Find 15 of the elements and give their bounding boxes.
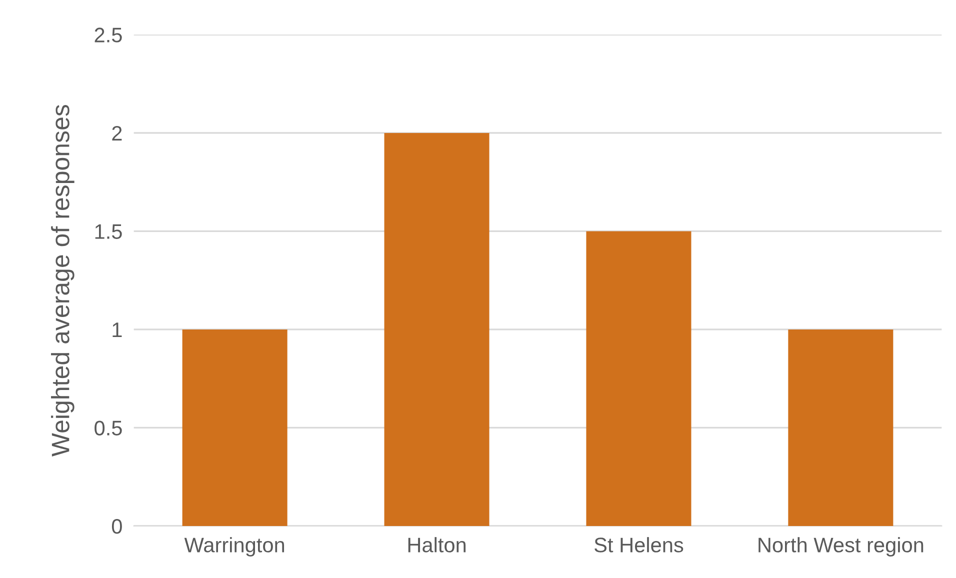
y-tick-label: 0.5 xyxy=(94,420,122,436)
y-tick-label: 0 xyxy=(112,518,122,534)
y-tick-label: 1 xyxy=(112,322,122,338)
bar xyxy=(788,329,894,526)
y-tick-label: 1.5 xyxy=(95,224,122,239)
x-tick-label: North West region xyxy=(758,537,924,557)
bar xyxy=(384,132,490,526)
y-tick-label: 2.5 xyxy=(94,28,122,42)
y-axis-title: Weighted average of responses xyxy=(51,104,74,456)
bar xyxy=(586,231,692,526)
x-tick-label: St Helens xyxy=(594,537,684,552)
x-tick-label: Halton xyxy=(408,537,466,552)
bar xyxy=(182,329,288,526)
y-tick-label: 2 xyxy=(112,126,122,140)
x-tick-label: Warrington xyxy=(184,537,284,557)
